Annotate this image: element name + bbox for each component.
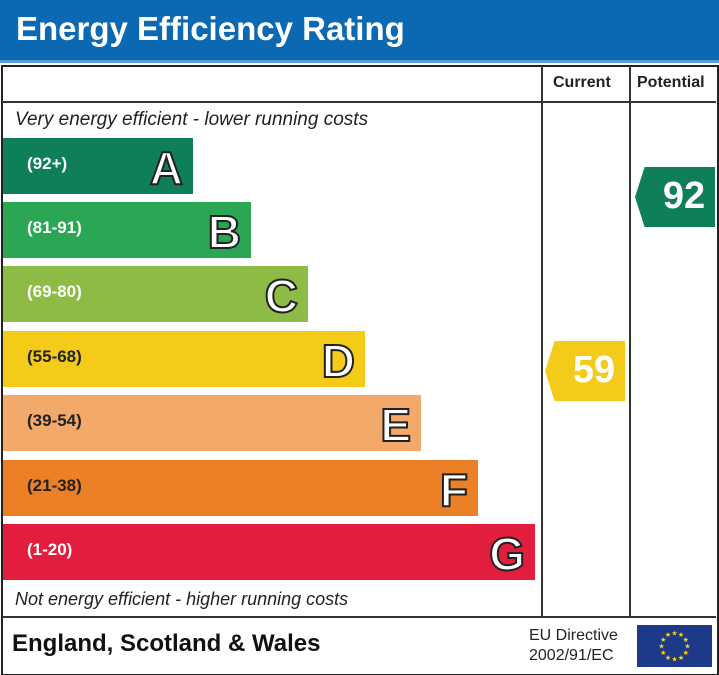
band-range-label: (21-38) [27,476,82,495]
current-column-header: Current [553,74,611,91]
band-letter: G [488,527,526,581]
star-icon: ★ [671,630,677,638]
band-range-label: (55-68) [27,347,82,366]
star-icon: ★ [665,654,671,662]
current-rating-arrow: 59 [545,341,625,401]
band-range-label: (81-91) [27,218,82,237]
band-bar-a: (92+) A [3,138,193,195]
band-bar-c: (69-80) C [3,266,308,323]
band-range-label: (69-80) [27,282,82,301]
band-letter: B [207,205,242,259]
divider [541,66,543,617]
band-bar-e: (39-54) E [3,395,421,452]
band-letter: A [149,141,184,195]
star-icon: ★ [678,631,684,639]
directive-line2: 2002/91/EC [529,647,614,664]
band-letter: F [439,463,469,517]
band-range-label: (1-20) [27,540,73,559]
star-icon: ★ [658,643,664,651]
divider [629,66,631,617]
star-icon: ★ [671,656,677,664]
divider [2,101,716,103]
star-icon: ★ [660,636,666,644]
band-letter: E [379,398,412,452]
star-icon: ★ [683,636,689,644]
potential-rating-value: 92 [662,175,706,217]
bottom-note: Not energy efficient - higher running co… [15,589,349,609]
top-note: Very energy efficient - lower running co… [15,109,369,130]
band-bar-f: (21-38) F [3,460,478,517]
band-range-label: (39-54) [27,411,82,430]
band-bar-b: (81-91) B [3,202,251,259]
eu-flag-icon: ★ ★ ★ ★ ★ ★ ★ ★ ★ ★ ★ ★ [637,625,712,667]
region-label: England, Scotland & Wales [12,630,321,657]
current-rating-value: 59 [572,349,616,391]
star-icon: ★ [678,654,684,662]
divider [2,616,716,618]
header: Energy Efficiency Rating [0,0,719,63]
potential-rating-arrow: 92 [635,167,715,227]
band-letter: C [264,269,299,323]
band-range-label: (92+) [27,154,68,173]
page-title: Energy Efficiency Rating [16,10,405,47]
star-icon: ★ [683,649,689,657]
band-letter: D [321,334,356,388]
star-icon: ★ [660,649,666,657]
star-icon: ★ [665,631,671,639]
band-bar-g: (1-20) G [3,524,535,581]
potential-column-header: Potential [637,74,705,91]
band-bar-d: (55-68) D [3,331,365,388]
star-icon: ★ [684,643,690,651]
eu-directive: EU Directive 2002/91/EC [529,626,618,666]
directive-line1: EU Directive [529,627,618,644]
